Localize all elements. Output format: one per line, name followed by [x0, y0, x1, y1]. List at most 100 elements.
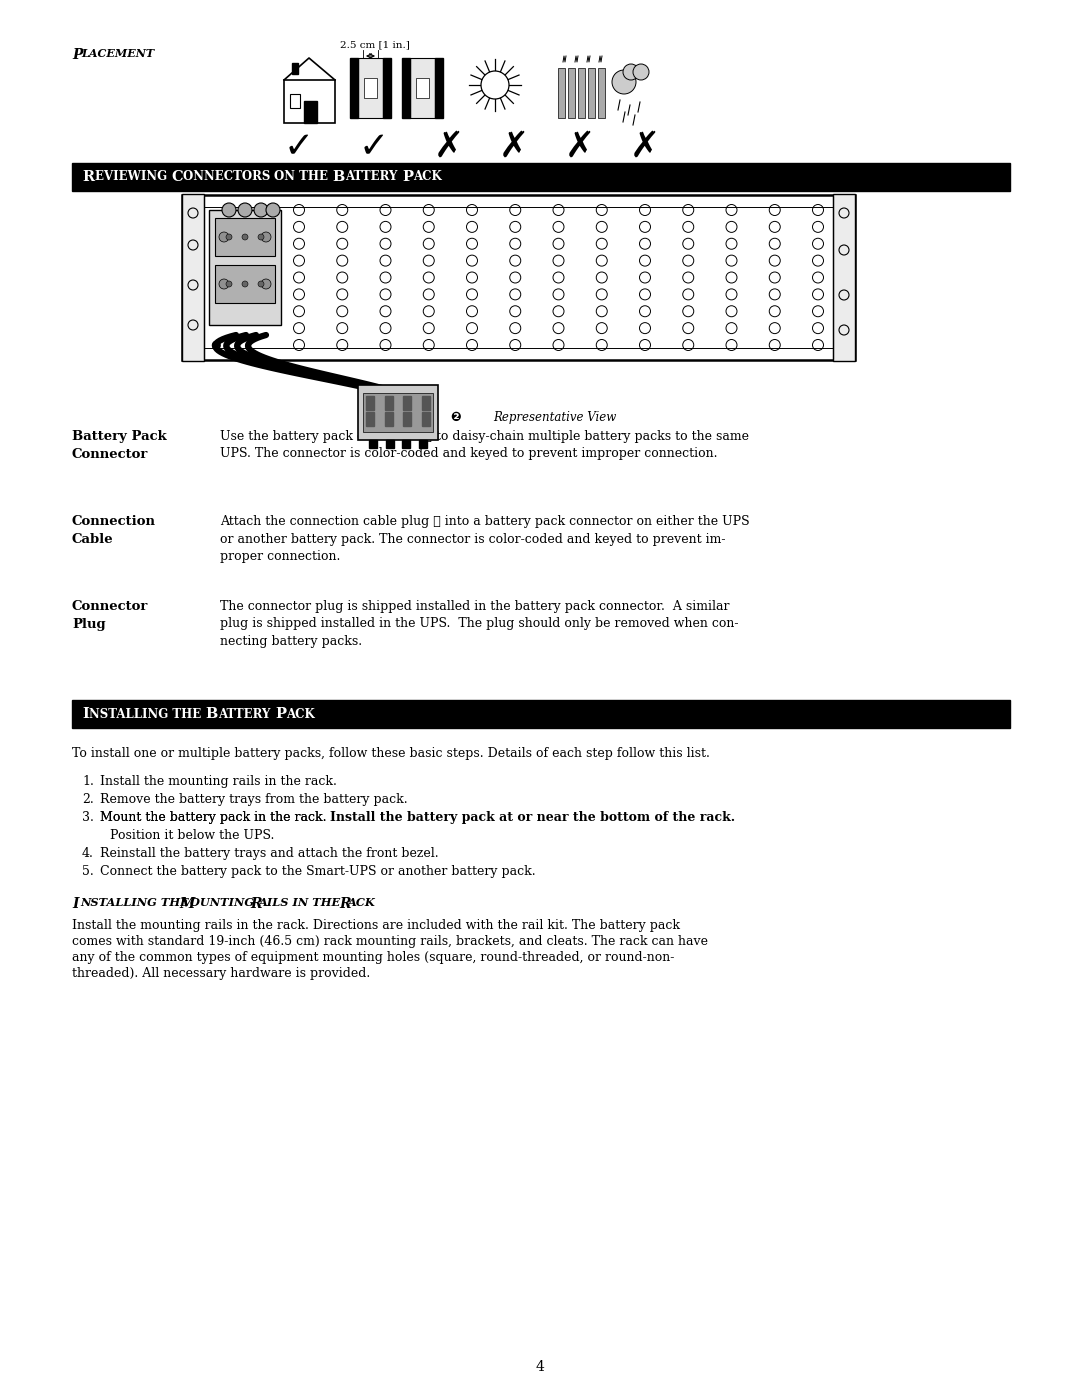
- Text: 4: 4: [536, 1361, 544, 1375]
- Polygon shape: [422, 395, 430, 409]
- Text: Attach the connection cable plug ❷ into a battery pack connector on either the U: Attach the connection cable plug ❷ into …: [220, 515, 750, 563]
- Polygon shape: [210, 210, 281, 326]
- Circle shape: [226, 281, 232, 286]
- Text: LACEMENT: LACEMENT: [81, 47, 154, 59]
- Text: Representative View: Representative View: [492, 411, 617, 423]
- Bar: [183, 196, 855, 360]
- Text: P: P: [72, 47, 82, 61]
- Text: Position it below the UPS.: Position it below the UPS.: [110, 828, 274, 842]
- Circle shape: [266, 203, 280, 217]
- Text: Plug: Plug: [72, 617, 106, 631]
- Text: 2.5 cm [1 in.]: 2.5 cm [1 in.]: [340, 41, 410, 49]
- Text: ✗: ✗: [499, 130, 529, 163]
- Text: ✗: ✗: [565, 130, 595, 163]
- Text: ATTERY: ATTERY: [346, 170, 402, 183]
- Text: ❶: ❶: [211, 339, 221, 353]
- Polygon shape: [291, 94, 300, 108]
- Circle shape: [481, 71, 509, 99]
- Text: R: R: [249, 897, 261, 911]
- Text: Remove the battery trays from the battery pack.: Remove the battery trays from the batter…: [100, 793, 407, 806]
- Polygon shape: [383, 59, 391, 117]
- Text: To install one or multiple battery packs, follow these basic steps. Details of e: To install one or multiple battery packs…: [72, 747, 710, 760]
- Text: I: I: [72, 897, 79, 911]
- Polygon shape: [833, 194, 855, 360]
- Text: threaded). All necessary hardware is provided.: threaded). All necessary hardware is pro…: [72, 967, 370, 981]
- Circle shape: [222, 203, 237, 217]
- Text: Cable: Cable: [72, 534, 113, 546]
- Circle shape: [242, 281, 248, 286]
- Circle shape: [258, 235, 264, 240]
- Polygon shape: [435, 59, 443, 117]
- Polygon shape: [350, 59, 357, 117]
- Circle shape: [258, 281, 264, 286]
- Text: NSTALLING THE: NSTALLING THE: [80, 897, 192, 908]
- Polygon shape: [588, 68, 595, 117]
- Polygon shape: [215, 265, 275, 303]
- Polygon shape: [578, 68, 585, 117]
- Polygon shape: [384, 395, 393, 409]
- Text: Install the battery pack at or near the bottom of the rack.: Install the battery pack at or near the …: [330, 812, 735, 824]
- Polygon shape: [403, 412, 411, 426]
- Polygon shape: [410, 59, 435, 117]
- Text: Install the mounting rails in the rack. Directions are included with the rail ki: Install the mounting rails in the rack. …: [72, 919, 680, 932]
- Polygon shape: [369, 440, 377, 448]
- Text: R: R: [339, 897, 351, 911]
- Text: ON THE: ON THE: [274, 170, 333, 183]
- Text: B: B: [205, 707, 218, 721]
- Polygon shape: [363, 393, 433, 432]
- Text: ATTERY: ATTERY: [218, 707, 275, 721]
- Text: ONNECTORS: ONNECTORS: [183, 170, 274, 183]
- Circle shape: [219, 232, 229, 242]
- Text: ACK: ACK: [348, 897, 376, 908]
- Circle shape: [261, 279, 271, 289]
- Text: M: M: [179, 897, 194, 911]
- Polygon shape: [419, 440, 427, 448]
- Text: P: P: [402, 170, 413, 184]
- Text: Mount the battery pack in the rack.: Mount the battery pack in the rack.: [100, 812, 330, 824]
- Polygon shape: [366, 412, 374, 426]
- Text: ✗: ✗: [630, 130, 660, 163]
- Text: The connector plug is shipped installed in the battery pack connector.  A simila: The connector plug is shipped installed …: [220, 599, 739, 648]
- Circle shape: [612, 70, 636, 94]
- Circle shape: [238, 203, 252, 217]
- Text: 2.: 2.: [82, 793, 94, 806]
- Polygon shape: [402, 59, 410, 117]
- Text: Connector: Connector: [72, 448, 148, 461]
- Text: ACK: ACK: [414, 170, 442, 183]
- Text: Mount the battery pack in the rack.: Mount the battery pack in the rack.: [100, 812, 330, 824]
- Text: ✓: ✓: [359, 130, 389, 163]
- Polygon shape: [284, 80, 335, 123]
- Text: OUNTING: OUNTING: [190, 897, 258, 908]
- Polygon shape: [422, 412, 430, 426]
- Polygon shape: [292, 63, 298, 74]
- Circle shape: [623, 64, 639, 80]
- Text: any of the common types of equipment mounting holes (square, round-threaded, or : any of the common types of equipment mou…: [72, 951, 674, 964]
- Text: AILS IN THE: AILS IN THE: [259, 897, 346, 908]
- Polygon shape: [384, 412, 393, 426]
- Polygon shape: [403, 440, 410, 448]
- Text: 5.: 5.: [82, 865, 94, 877]
- Polygon shape: [364, 78, 377, 98]
- Text: comes with standard 19-inch (46.5 cm) rack mounting rails, brackets, and cleats.: comes with standard 19-inch (46.5 cm) ra…: [72, 935, 708, 949]
- Text: Connector: Connector: [72, 599, 148, 613]
- Text: R: R: [82, 170, 94, 184]
- Text: ❷: ❷: [450, 411, 461, 423]
- Text: Reinstall the battery trays and attach the front bezel.: Reinstall the battery trays and attach t…: [100, 847, 438, 861]
- Text: ✗: ✗: [434, 130, 464, 163]
- Circle shape: [226, 235, 232, 240]
- Polygon shape: [215, 218, 275, 256]
- Polygon shape: [366, 395, 374, 409]
- Text: Use the battery pack connector ❶ to daisy-chain multiple battery packs to the sa: Use the battery pack connector ❶ to dais…: [220, 430, 750, 461]
- Polygon shape: [598, 68, 605, 117]
- Polygon shape: [183, 194, 204, 360]
- Text: C: C: [171, 170, 183, 184]
- Circle shape: [219, 279, 229, 289]
- Polygon shape: [72, 163, 1010, 191]
- Text: I: I: [82, 707, 89, 721]
- Text: Connect the battery pack to the Smart-UPS or another battery pack.: Connect the battery pack to the Smart-UP…: [100, 865, 536, 877]
- Polygon shape: [303, 101, 318, 123]
- Circle shape: [242, 235, 248, 240]
- Text: Connection: Connection: [72, 515, 156, 528]
- Text: P: P: [275, 707, 286, 721]
- Polygon shape: [386, 440, 394, 448]
